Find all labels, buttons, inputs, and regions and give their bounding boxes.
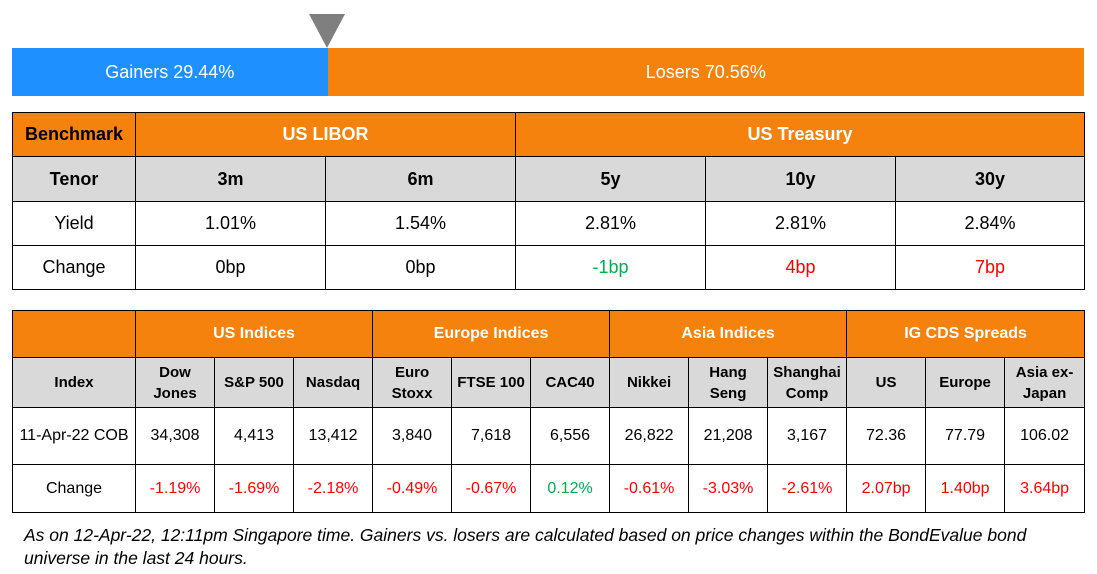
footnote: As on 12-Apr-22, 12:11pm Singapore time.… bbox=[24, 525, 1027, 568]
column-header-dow-jones: Dow Jones bbox=[135, 357, 215, 408]
column-header-line: CAC40 bbox=[545, 374, 595, 391]
change-5y: -1bp bbox=[515, 245, 707, 290]
change-10y: 4bp bbox=[705, 245, 897, 290]
losers-segment: Losers 70.56% bbox=[327, 48, 1084, 96]
tenor-header: Tenor bbox=[12, 156, 136, 202]
column-header-line: S&P 500 bbox=[224, 374, 284, 391]
column-header-asia-ex-japan: Asia ex- Japan bbox=[1004, 357, 1086, 408]
column-header-nasdaq: Nasdaq bbox=[292, 357, 374, 408]
column-header-line: Seng bbox=[709, 384, 747, 402]
value-ftse-100: 7,618 bbox=[451, 407, 532, 465]
index-group-blank bbox=[12, 310, 136, 358]
benchmark-header: Benchmark bbox=[12, 112, 136, 157]
change-6m: 0bp bbox=[324, 245, 517, 290]
column-header-hang-seng: Hang Seng bbox=[688, 357, 769, 408]
tenor-5y: 5y bbox=[515, 156, 707, 202]
column-header-line: Europe bbox=[939, 374, 991, 391]
value-nasdaq: 13,412 bbox=[292, 407, 374, 465]
date-label: 11-Apr-22 COB bbox=[12, 407, 136, 465]
indices-table: US Indices Europe Indices Asia Indices I… bbox=[12, 310, 1086, 513]
column-header-cac40: CAC40 bbox=[530, 357, 611, 408]
index-header: Index bbox=[12, 357, 136, 408]
change-3m: 0bp bbox=[135, 245, 326, 290]
us-indices-header: US Indices bbox=[134, 310, 374, 358]
gainers-label: Gainers 29.44% bbox=[105, 61, 235, 82]
change-shanghai-comp: -2.61% bbox=[767, 464, 848, 513]
column-header-line: Dow bbox=[159, 363, 191, 381]
cds-spreads-header: IG CDS Spreads bbox=[846, 310, 1086, 358]
value-cac40: 6,556 bbox=[530, 407, 611, 465]
index-change-row: Change -1.19% -1.69% -2.18% -0.49% -0.67% 0.1… bbox=[12, 464, 1086, 513]
column-header-s-p-500: S&P 500 bbox=[214, 357, 294, 408]
value-europe: 77.79 bbox=[925, 407, 1006, 465]
column-header-line: Shanghai bbox=[773, 363, 841, 381]
column-header-ftse-100: FTSE 100 bbox=[451, 357, 532, 408]
change-ftse-100: -0.67% bbox=[451, 464, 532, 513]
index-value-row: 11-Apr-22 COB 34,308 4,413 13,412 3,840 7,61… bbox=[12, 407, 1086, 465]
change-cac40: 0.12% bbox=[530, 464, 611, 513]
column-header-line: Hang bbox=[709, 363, 747, 381]
yield-5y: 2.81% bbox=[515, 201, 707, 246]
yield-3m: 1.01% bbox=[135, 201, 326, 246]
value-shanghai-comp: 3,167 bbox=[767, 407, 848, 465]
change-nasdaq: -2.18% bbox=[292, 464, 374, 513]
gainers-losers-bar: Gainers 29.44% Losers 70.56% bbox=[12, 48, 1084, 96]
yield-30y: 2.84% bbox=[895, 201, 1086, 246]
column-header-line: Nasdaq bbox=[305, 374, 361, 391]
rate-change-label: Change bbox=[12, 245, 136, 290]
change-s-p-500: -1.69% bbox=[214, 464, 294, 513]
column-header-line: Asia ex- bbox=[1015, 363, 1074, 381]
tenor-3m: 3m bbox=[135, 156, 326, 202]
column-header-line: Jones bbox=[153, 384, 197, 402]
rates-table: Benchmark US LIBOR US Treasury Tenor 3m … bbox=[12, 112, 1086, 290]
column-header-line: FTSE 100 bbox=[457, 374, 525, 391]
change-asia-ex-japan: 3.64bp bbox=[1004, 464, 1086, 513]
gainers-segment: Gainers 29.44% bbox=[12, 48, 328, 96]
value-hang-seng: 21,208 bbox=[688, 407, 769, 465]
change-us: 2.07bp bbox=[846, 464, 927, 513]
libor-header: US LIBOR bbox=[134, 112, 517, 157]
column-header-us: US bbox=[846, 357, 927, 408]
value-s-p-500: 4,413 bbox=[214, 407, 294, 465]
losers-label: Losers 70.56% bbox=[645, 61, 766, 82]
change-dow-jones: -1.19% bbox=[135, 464, 215, 513]
column-header-line: Comp bbox=[785, 384, 829, 402]
column-header-line: Stoxx bbox=[391, 384, 433, 402]
yield-label: Yield bbox=[12, 201, 136, 246]
value-euro-stoxx: 3,840 bbox=[372, 407, 453, 465]
asia-indices-header: Asia Indices bbox=[609, 310, 848, 358]
change-europe: 1.40bp bbox=[925, 464, 1006, 513]
europe-indices-header: Europe Indices bbox=[372, 310, 611, 358]
tenor-30y: 30y bbox=[895, 156, 1086, 202]
column-header-euro-stoxx: Euro Stoxx bbox=[372, 357, 453, 408]
change-euro-stoxx: -0.49% bbox=[372, 464, 453, 513]
column-header-line: Japan bbox=[1022, 384, 1067, 402]
treasury-header: US Treasury bbox=[515, 112, 1086, 157]
column-header-shanghai-comp: Shanghai Comp bbox=[767, 357, 848, 408]
tenor-6m: 6m bbox=[324, 156, 517, 202]
change-30y: 7bp bbox=[895, 245, 1086, 290]
column-header-line: Nikkei bbox=[626, 374, 672, 391]
change-hang-seng: -3.03% bbox=[688, 464, 769, 513]
value-us: 72.36 bbox=[846, 407, 927, 465]
column-header-europe: Europe bbox=[925, 357, 1006, 408]
value-dow-jones: 34,308 bbox=[135, 407, 215, 465]
value-nikkei: 26,822 bbox=[609, 407, 690, 465]
index-change-label: Change bbox=[12, 464, 136, 513]
value-asia-ex-japan: 106.02 bbox=[1004, 407, 1086, 465]
change-nikkei: -0.61% bbox=[609, 464, 690, 513]
yield-row: Yield 1.01% 1.54% 2.81% 2.81% 2.84% bbox=[12, 201, 1086, 246]
column-header-line: Euro bbox=[394, 363, 430, 381]
yield-6m: 1.54% bbox=[324, 201, 517, 246]
yield-10y: 2.81% bbox=[705, 201, 897, 246]
tenor-10y: 10y bbox=[705, 156, 897, 202]
column-header-line: US bbox=[875, 374, 897, 391]
column-header-nikkei: Nikkei bbox=[609, 357, 690, 408]
split-marker-icon bbox=[309, 14, 345, 48]
rate-change-row: Change 0bp 0bp -1bp 4bp 7bp bbox=[12, 245, 1086, 290]
